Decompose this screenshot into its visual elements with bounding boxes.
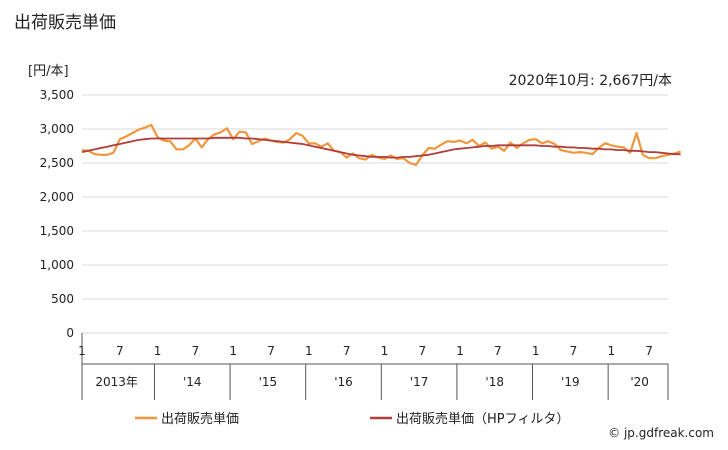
legend-label-1: 出荷販売単価	[161, 411, 239, 427]
x-axis: 1 7 1 7 1 7 1 7 1 7 1 7 1 7 1 7 2013年 '14 '15 '16 '17 '18 '19 '…	[78, 333, 669, 400]
year-label: '15	[259, 375, 278, 389]
year-label: '18	[485, 375, 504, 389]
year-label: '17	[410, 375, 429, 389]
x-tick-label: 7	[570, 344, 578, 358]
x-tick-label: 1	[381, 344, 389, 358]
y-tick-labels: 3,500 3,000 2,500 2,000 1,500 1,000 500 0	[40, 88, 74, 340]
legend: 出荷販売単価 出荷販売単価（HPフィルタ）	[135, 411, 569, 427]
series-layer	[81, 123, 681, 167]
y-tick-label: 500	[51, 292, 74, 306]
x-tick-label: 1	[305, 344, 313, 358]
year-label: 2013年	[95, 375, 138, 389]
year-label: '19	[561, 375, 580, 389]
y-tick-label: 2,000	[40, 190, 74, 204]
source-credit: © jp.gdfreak.com	[608, 426, 714, 440]
x-tick-label: 7	[645, 344, 653, 358]
year-label: '20	[630, 375, 649, 389]
x-tick-label: 1	[78, 344, 86, 358]
x-tick-label: 7	[494, 344, 502, 358]
year-label: '16	[334, 375, 353, 389]
y-tick-label: 1,000	[40, 258, 74, 272]
y-tick-label: 3,000	[40, 122, 74, 136]
x-tick-label: 7	[418, 344, 426, 358]
y-tick-label: 1,500	[40, 224, 74, 238]
y-tick-label: 2,500	[40, 156, 74, 170]
grid-lines	[82, 94, 668, 334]
legend-label-2: 出荷販売単価（HPフィルタ）	[396, 411, 569, 427]
page-title: 出荷販売単価	[14, 13, 116, 33]
year-label: '14	[183, 375, 202, 389]
x-tick-label: 1	[532, 344, 540, 358]
y-tick-label: 3,500	[40, 88, 74, 102]
x-tick-label: 7	[116, 344, 124, 358]
x-tick-label: 1	[154, 344, 162, 358]
x-tick-label: 7	[192, 344, 200, 358]
series-line-1	[81, 123, 681, 167]
y-axis-unit: [円/本]	[28, 64, 69, 79]
x-tick-label: 1	[456, 344, 464, 358]
x-tick-label: 7	[343, 344, 351, 358]
x-tick-label: 1	[229, 344, 237, 358]
x-tick-label: 1	[607, 344, 615, 358]
y-tick-label: 0	[66, 326, 74, 340]
series-line-2	[81, 136, 681, 159]
x-tick-label: 7	[267, 344, 275, 358]
latest-value-annotation: 2020年10月: 2,667円/本	[508, 73, 672, 89]
